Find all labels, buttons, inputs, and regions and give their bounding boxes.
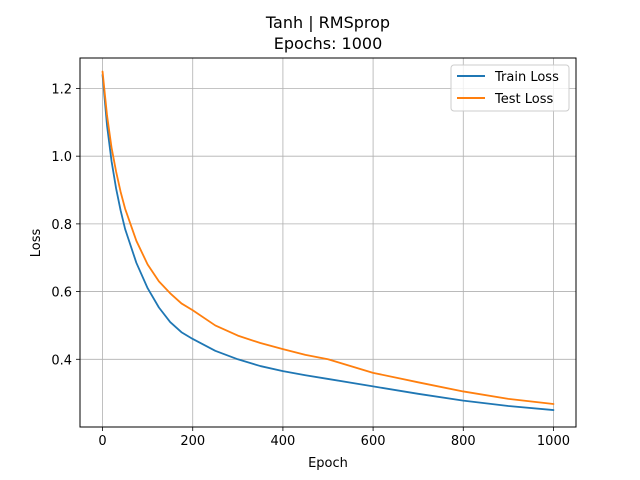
x-axis-label: Epoch	[308, 456, 348, 471]
chart-subtitle: Epochs: 1000	[274, 34, 383, 53]
x-tick-label: 800	[451, 434, 476, 449]
legend: Train Loss Test Loss	[450, 64, 570, 112]
x-tick-label: 1000	[537, 434, 570, 449]
x-tick-label: 0	[98, 434, 106, 449]
legend-label-train: Train Loss	[494, 70, 559, 85]
y-tick-label: 0.8	[51, 218, 72, 233]
series-lines	[101, 70, 555, 411]
y-tick-label: 0.4	[51, 353, 72, 368]
chart-title: Tanh | RMSprop	[265, 13, 390, 32]
y-tick-label: 1.2	[51, 82, 72, 97]
y-tick-label: 0.6	[51, 286, 72, 301]
x-axis-ticks: 0 200 400 600 800 1000	[98, 427, 570, 449]
test-loss-line	[101, 70, 555, 405]
y-tick-label: 1.0	[51, 150, 72, 165]
y-axis-ticks: 0.4 0.6 0.8 1.0 1.2	[51, 82, 80, 368]
y-axis-label: Loss	[29, 229, 44, 258]
train-loss-line	[101, 74, 555, 411]
x-tick-label: 200	[180, 434, 205, 449]
x-tick-label: 400	[270, 434, 295, 449]
legend-label-test: Test Loss	[494, 92, 553, 107]
x-tick-label: 600	[361, 434, 386, 449]
plot-frame	[79, 57, 577, 428]
